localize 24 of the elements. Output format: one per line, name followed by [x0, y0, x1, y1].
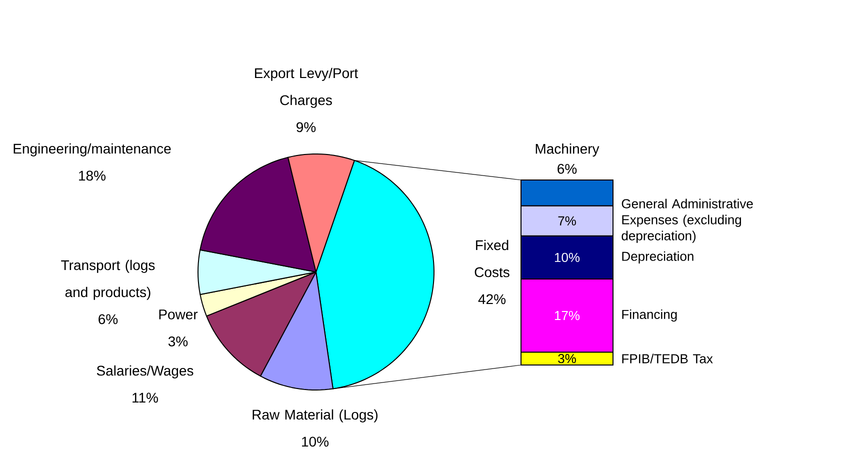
- data-label: 18%: [79, 170, 106, 181]
- category-label: Fixed Costs: [474, 240, 510, 278]
- data-label: 7%: [558, 216, 576, 226]
- series-label: Depreciation: [622, 251, 694, 264]
- data-label: 3%: [558, 354, 576, 364]
- slice-label: Salaries/Wages: [96, 365, 194, 378]
- series-label: Financing: [622, 309, 677, 322]
- data-label: 10%: [302, 436, 329, 447]
- slice-label: Engineering/maintenance: [14, 143, 171, 156]
- series-label: Machinery: [536, 144, 600, 157]
- data-label: 6%: [98, 314, 118, 324]
- slice-label: Export Levy/Port Charges: [255, 68, 358, 108]
- slice-label: Raw Material (Logs): [252, 409, 378, 422]
- data-label: 10%: [554, 252, 580, 262]
- series-label: FPIB/TEDB Tax: [622, 354, 713, 364]
- data-label: 11%: [132, 392, 158, 403]
- data-label: 3%: [168, 336, 188, 346]
- slice-label: Power: [159, 310, 198, 320]
- slice-label: Transport (logs and products): [61, 260, 155, 300]
- data-label: 6%: [558, 164, 577, 174]
- data-label: 9%: [296, 122, 316, 132]
- series-label: General Administrative Expenses (excluding depreciation): [622, 198, 753, 243]
- data-label: 17%: [554, 310, 580, 320]
- data-label: 42%: [478, 294, 506, 304]
